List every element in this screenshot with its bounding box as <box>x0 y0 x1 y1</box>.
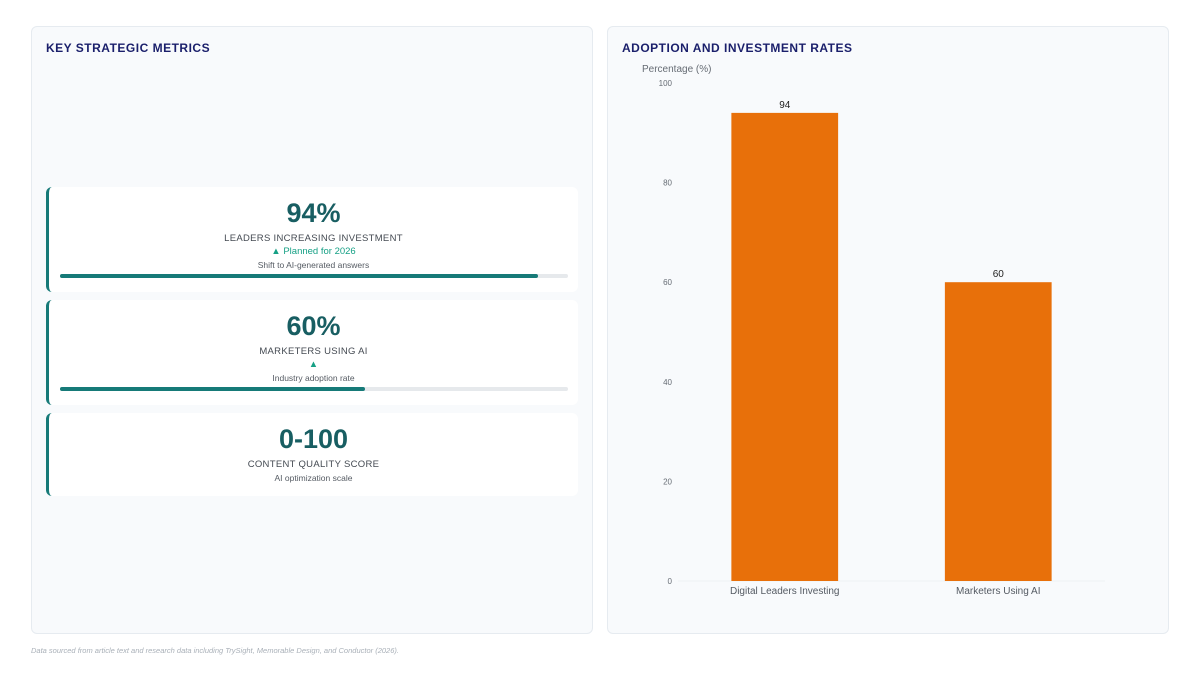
metric-label: MARKETERS USING AI <box>259 346 368 357</box>
metric-value: 60% <box>286 311 341 341</box>
metric-value: 0-100 <box>278 424 349 454</box>
bar <box>731 112 839 581</box>
key-metrics-title: KEY STRATEGIC METRICS <box>46 41 211 55</box>
y-tick-label: 0 <box>668 577 673 586</box>
metric-label: CONTENT QUALITY SCORE <box>247 459 380 470</box>
metric-subtitle: Industry adoption rate <box>272 373 355 383</box>
y-tick-label: 40 <box>663 378 672 387</box>
metric-label: LEADERS INCREASING INVESTMENT <box>224 233 403 244</box>
metric-card-leaders-investment: 94% LEADERS INCREASING INVESTMENT ▲ Plan… <box>46 187 578 292</box>
key-metrics-panel: KEY STRATEGIC METRICS 94% LEADERS INCREA… <box>31 26 593 634</box>
metric-trend: ▲ <box>308 359 319 370</box>
data-labels-group: 94 60 <box>779 100 1004 280</box>
bar-data-label: 60 <box>993 269 1005 280</box>
metric-card-marketers-ai: 60% MARKETERS USING AI ▲ Industry adopti… <box>46 300 578 405</box>
metric-subtitle: Shift to AI-generated answers <box>257 260 370 270</box>
progress-bar <box>60 387 568 391</box>
bar-data-label: 94 <box>779 100 791 111</box>
chart-title: ADOPTION AND INVESTMENT RATES <box>622 41 853 55</box>
y-tick-label: 100 <box>659 79 673 88</box>
adoption-chart-panel: ADOPTION AND INVESTMENT RATES Percentage… <box>607 26 1169 634</box>
progress-fill <box>60 274 538 278</box>
y-tick-label: 20 <box>663 477 672 486</box>
progress-fill <box>60 387 365 391</box>
y-axis-label: Percentage (%) <box>642 64 711 75</box>
x-tick-label: Marketers Using AI <box>956 586 1040 597</box>
y-tick-label: 60 <box>663 278 672 287</box>
bars-group <box>731 112 1052 581</box>
bar-chart: Percentage (%) 0 20 40 60 80 100 94 60 Digital… <box>642 64 1105 597</box>
y-axis-ticks: 0 20 40 60 80 100 <box>659 79 673 586</box>
bar <box>944 282 1052 581</box>
y-tick-label: 80 <box>663 179 672 188</box>
source-footnote: Data sourced from article text and resea… <box>31 646 399 655</box>
metric-card-content-quality: 0-100 CONTENT QUALITY SCORE AI optimizat… <box>46 413 578 496</box>
x-tick-label: Digital Leaders Investing <box>730 586 840 597</box>
metric-value: 94% <box>286 198 341 228</box>
metric-trend: ▲ Planned for 2026 <box>271 246 356 257</box>
metric-subtitle: AI optimization scale <box>274 473 353 483</box>
progress-bar <box>60 274 568 278</box>
x-axis-ticks: Digital Leaders Investing Marketers Using… <box>730 586 1041 597</box>
